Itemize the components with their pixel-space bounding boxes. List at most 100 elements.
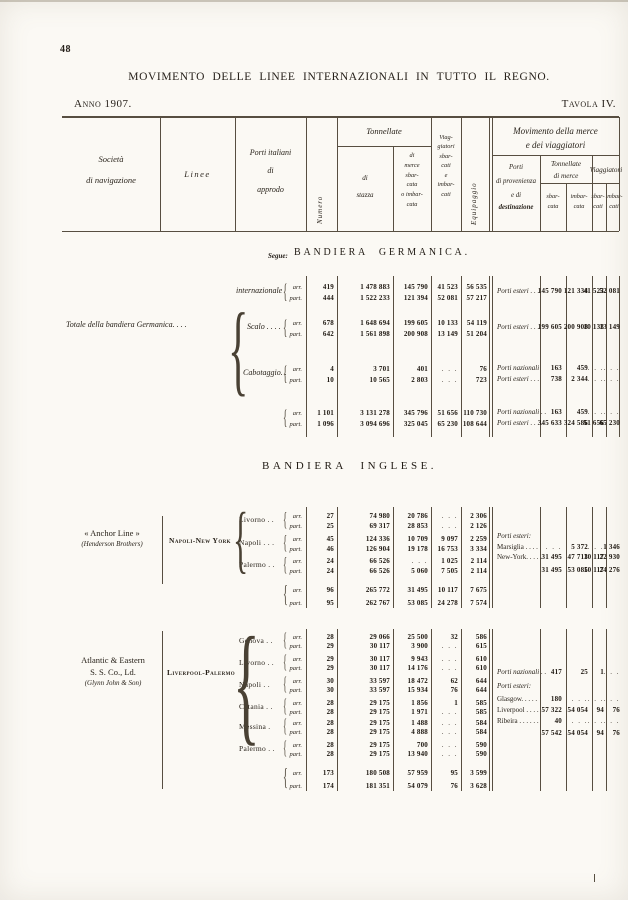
numero-cell: 28 <box>326 728 334 736</box>
header-di-stazza: di stazza <box>356 174 374 199</box>
numero-cell: 24 <box>326 567 334 575</box>
part-label: part. <box>289 687 302 694</box>
header-movimento-group: Movimento della merce e dei viaggiatori <box>513 126 598 150</box>
viaggiatori-cell: . . . <box>441 728 458 736</box>
arr-label: arr. <box>292 700 302 707</box>
imbarcata-cell: 324 586 <box>563 419 588 427</box>
part-label: part. <box>289 377 302 384</box>
grid-line <box>566 276 567 437</box>
sbarcata-cell: . . . <box>545 543 562 551</box>
stazza-cell: 30 117 <box>369 664 390 672</box>
grid-line <box>461 507 462 608</box>
equipaggio-cell: 590 <box>475 741 487 749</box>
stazza-cell: 3 131 278 <box>360 409 390 417</box>
sbarcati-cell: 51 656 <box>583 419 604 427</box>
equipaggio-cell: 615 <box>475 642 487 650</box>
numero-cell: 173 <box>322 769 334 777</box>
header-imbarcata: imbar- cata <box>570 193 588 211</box>
equipaggio-cell: 54 119 <box>466 319 487 327</box>
arr-label: arr. <box>292 720 302 727</box>
viaggiatori-cell: 24 278 <box>437 599 458 607</box>
numero-cell: 10 <box>326 376 334 384</box>
imbarcata-cell: 54 054 <box>567 706 588 714</box>
viaggiatori-cell: 51 656 <box>437 409 458 417</box>
sbarcati-cell: . . . <box>587 543 604 551</box>
imbarcati-cell: 65 230 <box>599 419 620 427</box>
grid-line <box>431 629 432 791</box>
numero-cell: 24 <box>326 557 334 565</box>
equipaggio-cell: 3 334 <box>470 545 487 553</box>
numero-cell: 27 <box>326 512 334 520</box>
arr-label: arr. <box>292 656 302 663</box>
numero-cell: 28 <box>326 741 334 749</box>
merce-cell: 5 060 <box>411 567 428 575</box>
numero-cell: 28 <box>326 633 334 641</box>
imbarcata-cell: 200 908 <box>563 323 588 331</box>
numero-cell: 28 <box>326 719 334 727</box>
imbarcata-cell: 121 334 <box>563 287 588 295</box>
numero-cell: 642 <box>322 330 334 338</box>
arr-label: arr. <box>292 678 302 685</box>
stazza-cell: 1 522 233 <box>360 294 390 302</box>
viaggiatori-cell: . . . <box>441 522 458 530</box>
port-label: Genova . . <box>239 636 273 645</box>
pair-brace: { <box>283 652 287 674</box>
part-label: part. <box>289 751 302 758</box>
arr-label: arr. <box>292 284 302 291</box>
numero-cell: 419 <box>322 283 334 291</box>
merce-cell: . . . <box>411 557 428 565</box>
port-label: Catania . . <box>239 702 273 711</box>
viaggiatori-cell: . . . <box>441 655 458 663</box>
year-label: Anno 1907. <box>74 98 132 110</box>
numero-cell: 29 <box>326 655 334 663</box>
grid-line <box>492 117 493 231</box>
stazza-cell: 29 175 <box>369 728 390 736</box>
grid-line <box>393 629 394 791</box>
sbarcati-cell: . . . <box>587 408 604 416</box>
grid-line <box>489 276 490 437</box>
merce-cell: 200 908 <box>403 330 428 338</box>
sbarcati-cell: . . . <box>587 695 604 703</box>
numero-cell: 96 <box>326 586 334 594</box>
big-brace: { <box>233 609 260 757</box>
big-brace: { <box>228 292 249 405</box>
sbarcata-cell: 180 <box>550 695 562 703</box>
header-linee: Linee <box>184 169 211 179</box>
imbarcata-cell: 459 <box>576 408 588 416</box>
stazza-cell: 29 175 <box>369 708 390 716</box>
society-anchor-line: « Anchor Line » <box>84 528 140 538</box>
port-label: Livorno . . <box>239 658 274 667</box>
rule <box>337 146 431 147</box>
grid-line <box>489 507 490 608</box>
pair-brace: { <box>283 405 288 429</box>
grid-line <box>592 276 593 437</box>
rule <box>540 183 619 184</box>
equipaggio-cell: 610 <box>475 664 487 672</box>
port-label: Napoli . . . <box>239 538 275 547</box>
equipaggio-cell: 7 574 <box>470 599 487 607</box>
merce-cell: 1 856 <box>411 699 428 707</box>
equipaggio-cell: 2 114 <box>470 567 487 575</box>
grid-line <box>461 629 462 791</box>
sbarcati-cell: 94 <box>596 729 604 737</box>
page-number: 48 <box>60 44 71 55</box>
grid-line <box>540 507 541 608</box>
sbarcata-cell: 163 <box>550 364 562 372</box>
viaggiatori-cell: 41 523 <box>437 283 458 291</box>
right-label: Marsiglia . . . . <box>497 543 538 551</box>
equipaggio-cell: 585 <box>475 699 487 707</box>
equipaggio-cell: 644 <box>475 677 487 685</box>
port-label: Napoli . . <box>239 680 270 689</box>
grid-line <box>619 276 620 437</box>
part-label: part. <box>289 600 302 607</box>
merce-cell: 2 803 <box>411 376 428 384</box>
merce-cell: 28 853 <box>407 522 428 530</box>
part-label: part. <box>289 783 302 790</box>
stazza-cell: 29 175 <box>369 741 390 749</box>
equipaggio-cell: 2 126 <box>470 522 487 530</box>
sbarcata-cell: 145 790 <box>537 287 562 295</box>
pair-brace: { <box>283 509 288 532</box>
arr-label: arr. <box>292 536 302 543</box>
pair-brace: { <box>283 738 287 760</box>
equipaggio-cell: 2 306 <box>470 512 487 520</box>
